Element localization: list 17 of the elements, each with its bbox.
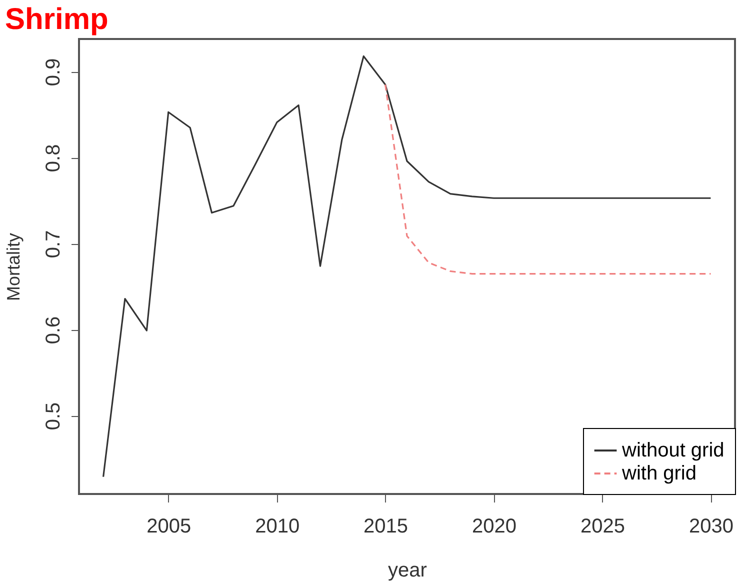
y-tick-label: 0.8 <box>42 144 64 172</box>
x-tick-label: 2025 <box>580 516 625 538</box>
legend-label: without grid <box>621 440 724 462</box>
x-tick-label: 2015 <box>364 516 408 538</box>
y-axis-title: Mortality <box>4 232 24 302</box>
x-tick-label: 2010 <box>255 516 300 538</box>
y-tick-label: 0.7 <box>42 230 64 258</box>
line-series <box>384 84 712 275</box>
y-tick-label: 0.6 <box>42 316 64 344</box>
y-tick-label: 0.5 <box>42 402 64 430</box>
x-tick-label: 2005 <box>146 516 192 538</box>
x-axis-title: year <box>388 560 428 582</box>
legend-label: with grid <box>621 462 696 484</box>
y-tick-label: 0.9 <box>42 58 64 86</box>
x-tick-label: 2030 <box>688 516 734 538</box>
x-tick-label: 2020 <box>472 516 517 538</box>
chart-title: Shrimp <box>5 3 108 36</box>
